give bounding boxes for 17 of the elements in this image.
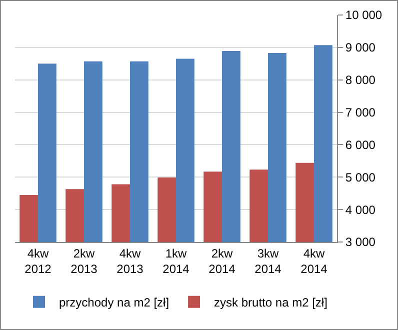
- legend-label: zysk brutto na m2 [zł]: [214, 296, 328, 310]
- y-tick-label: 5 000: [345, 170, 376, 184]
- y-tick-label: 9 000: [345, 40, 376, 55]
- y-tick-label: 10 000: [345, 8, 382, 22]
- x-tick-label: 4kw 2012: [24, 246, 52, 276]
- y-tick-label: 8 000: [345, 73, 376, 88]
- x-tick-label: 4kw 2013: [116, 246, 144, 276]
- legend-label: przychody na m2 [zł]: [59, 296, 170, 310]
- y-tick-label: 4 000: [345, 202, 376, 217]
- x-tick-label: 3kw 2014: [254, 246, 282, 276]
- x-tick-label: 4kw 2014: [300, 246, 328, 276]
- y-tick-label: 3 000: [345, 235, 376, 250]
- x-tick-label: 2kw 2013: [70, 246, 98, 276]
- x-tick-label: 1kw 2014: [162, 246, 190, 276]
- x-tick-label: 2kw 2014: [208, 246, 236, 276]
- y-tick-label: 7 000: [345, 105, 376, 120]
- y-tick-label: 6 000: [345, 138, 376, 152]
